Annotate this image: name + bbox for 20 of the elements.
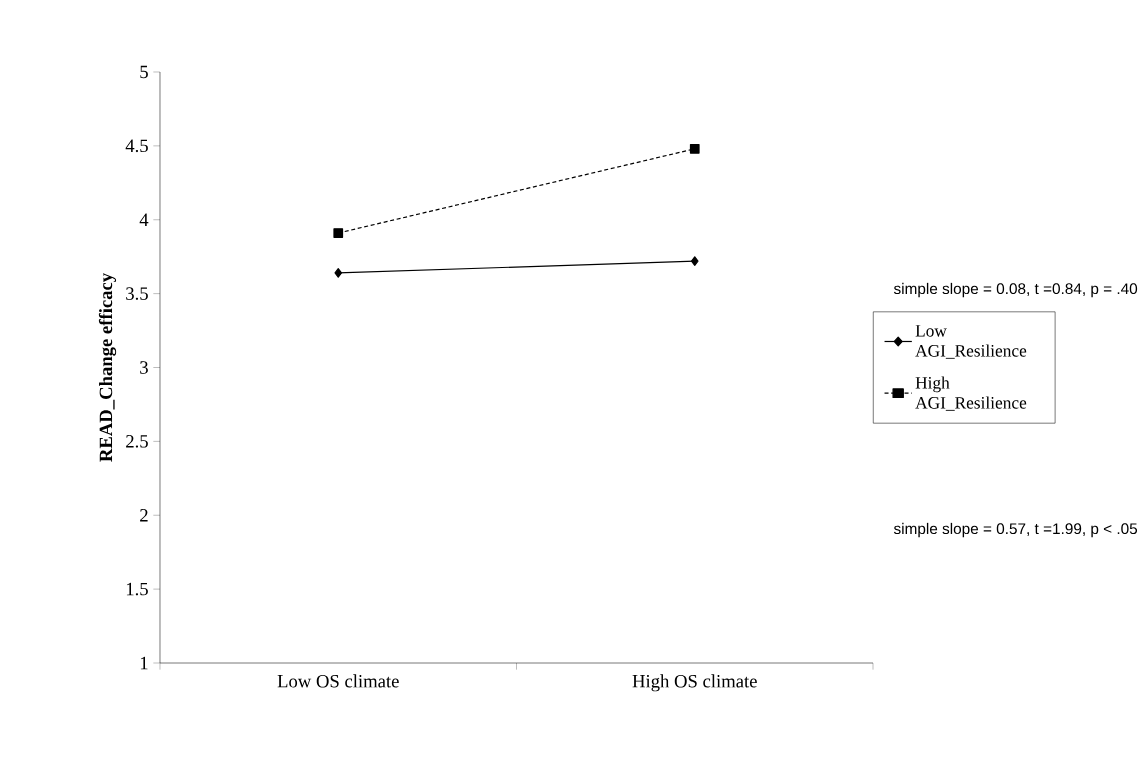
y-tick-label: 2.5 — [126, 435, 148, 448]
y-tick-label: 1 — [140, 656, 148, 670]
point — [333, 228, 344, 238]
point — [334, 268, 343, 278]
y-tick-label: 4.5 — [125, 139, 148, 153]
x-tick-label: Low OS climate — [277, 674, 399, 688]
y-tick-label: 3.5 — [126, 287, 148, 300]
text: simple slope = 0.08, t =0.84, p = .40 — [893, 282, 1138, 298]
y-tick-label: 4 — [139, 213, 149, 226]
y-axis-title: READ_Change efficacy — [98, 273, 117, 462]
legend-label: High AGI_Resilience — [915, 376, 1027, 411]
y-tick-label: 2 — [140, 509, 148, 522]
legend-label: Low AGI_Resilience — [915, 325, 1027, 359]
x-tick-label: High OS climate — [632, 674, 757, 692]
point — [689, 143, 700, 154]
text: simple slope = 0.57, t =1.99, p < .05 — [893, 522, 1138, 538]
y-tick-label: 5 — [140, 65, 148, 79]
point — [690, 256, 699, 266]
y-tick-label: 1.5 — [126, 582, 148, 596]
y-tick-label: 3 — [140, 361, 148, 374]
